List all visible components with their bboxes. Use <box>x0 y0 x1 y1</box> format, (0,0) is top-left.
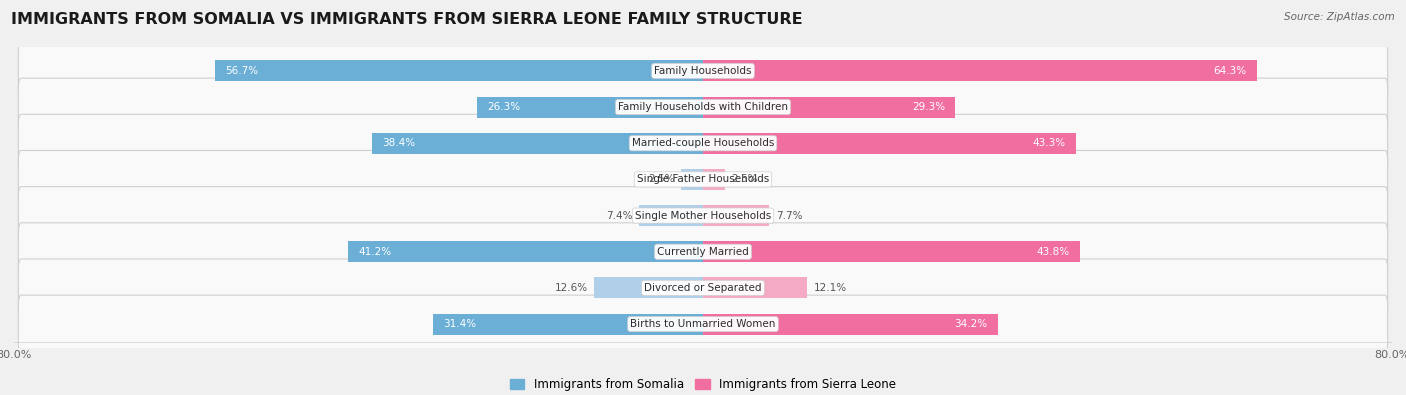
Bar <box>703 314 997 335</box>
FancyBboxPatch shape <box>18 259 1388 317</box>
Bar <box>703 97 955 118</box>
Text: Divorced or Separated: Divorced or Separated <box>644 283 762 293</box>
Text: 2.5%: 2.5% <box>731 175 758 184</box>
Bar <box>349 241 703 262</box>
Text: Births to Unmarried Women: Births to Unmarried Women <box>630 319 776 329</box>
Bar <box>595 277 703 298</box>
Text: Family Households with Children: Family Households with Children <box>619 102 787 112</box>
Bar <box>703 277 807 298</box>
FancyBboxPatch shape <box>18 42 1388 100</box>
FancyBboxPatch shape <box>18 78 1388 136</box>
Text: Single Father Households: Single Father Households <box>637 175 769 184</box>
Text: 31.4%: 31.4% <box>443 319 477 329</box>
Text: IMMIGRANTS FROM SOMALIA VS IMMIGRANTS FROM SIERRA LEONE FAMILY STRUCTURE: IMMIGRANTS FROM SOMALIA VS IMMIGRANTS FR… <box>11 12 803 27</box>
Text: 12.6%: 12.6% <box>554 283 588 293</box>
Text: 26.3%: 26.3% <box>486 102 520 112</box>
Text: Currently Married: Currently Married <box>657 247 749 257</box>
Text: 2.5%: 2.5% <box>648 175 675 184</box>
Bar <box>373 133 703 154</box>
Text: 64.3%: 64.3% <box>1213 66 1246 76</box>
Bar <box>703 205 769 226</box>
FancyBboxPatch shape <box>18 223 1388 281</box>
FancyBboxPatch shape <box>18 295 1388 353</box>
FancyBboxPatch shape <box>18 187 1388 245</box>
Text: Family Households: Family Households <box>654 66 752 76</box>
Text: 41.2%: 41.2% <box>359 247 392 257</box>
Text: 7.4%: 7.4% <box>606 211 633 220</box>
Text: Single Mother Households: Single Mother Households <box>636 211 770 220</box>
Bar <box>703 133 1076 154</box>
Text: 43.3%: 43.3% <box>1032 138 1066 148</box>
Bar <box>703 169 724 190</box>
Bar <box>682 169 703 190</box>
Text: 38.4%: 38.4% <box>382 138 416 148</box>
Text: 43.8%: 43.8% <box>1036 247 1070 257</box>
Bar <box>703 60 1257 81</box>
Text: 34.2%: 34.2% <box>955 319 987 329</box>
Bar <box>477 97 703 118</box>
Text: 56.7%: 56.7% <box>225 66 259 76</box>
FancyBboxPatch shape <box>18 114 1388 172</box>
Bar <box>640 205 703 226</box>
Text: Married-couple Households: Married-couple Households <box>631 138 775 148</box>
Text: 29.3%: 29.3% <box>912 102 945 112</box>
Bar <box>433 314 703 335</box>
Text: 12.1%: 12.1% <box>814 283 848 293</box>
Text: Source: ZipAtlas.com: Source: ZipAtlas.com <box>1284 12 1395 22</box>
Legend: Immigrants from Somalia, Immigrants from Sierra Leone: Immigrants from Somalia, Immigrants from… <box>505 373 901 395</box>
FancyBboxPatch shape <box>18 150 1388 208</box>
Text: 7.7%: 7.7% <box>776 211 803 220</box>
Bar <box>215 60 703 81</box>
Bar <box>703 241 1080 262</box>
